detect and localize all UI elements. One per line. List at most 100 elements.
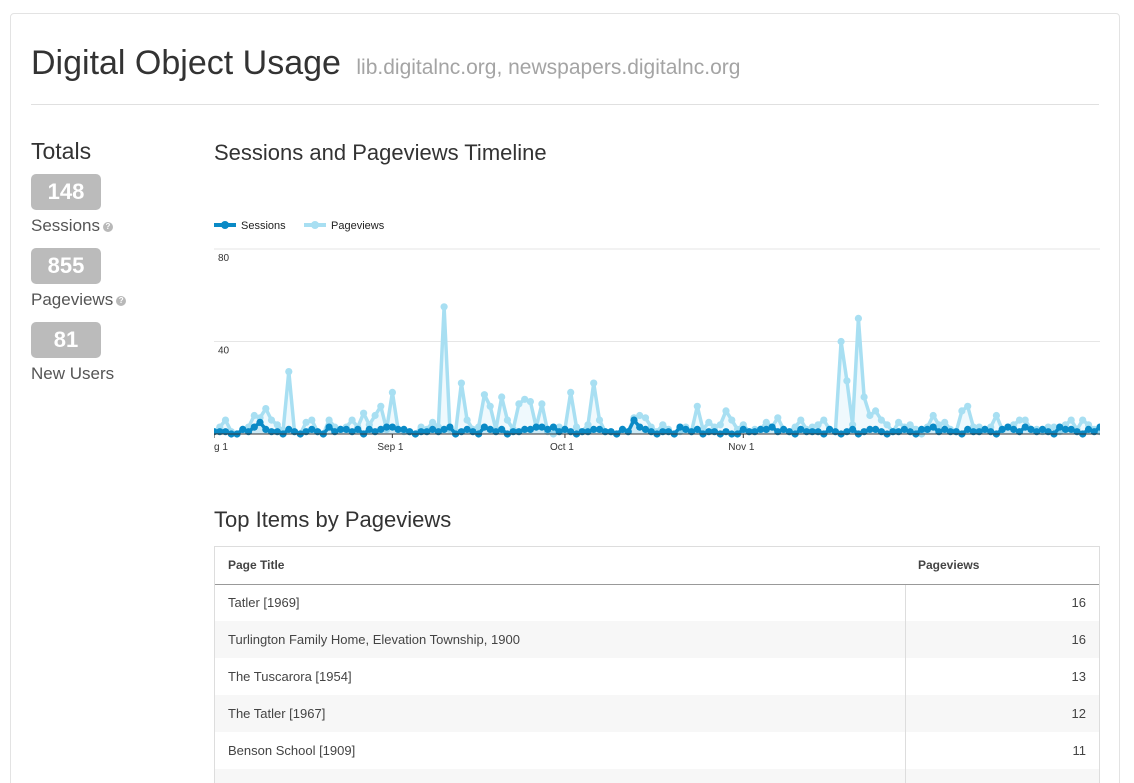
sessions-point [331,428,339,436]
pageviews-label-text: Pageviews [31,290,114,309]
pageviews-point [935,421,943,429]
pageviews-point [693,402,701,410]
sessions-point [636,423,644,431]
sessions-point [745,428,753,436]
help-icon[interactable]: ? [102,221,113,232]
sessions-point [221,428,230,436]
sessions-point [1044,428,1052,436]
sessions-point [739,425,747,433]
sessions-label-text: Sessions [31,216,100,235]
table-row[interactable]: Benson School [1909] 11 [215,732,1099,769]
sessions-point [1038,425,1047,433]
table-row[interactable]: The Tatler [1967] 12 [215,695,1099,732]
help-icon[interactable]: ? [116,295,127,306]
pageviews-point [526,398,534,406]
sessions-point [354,425,362,433]
sessions-point [785,428,793,436]
pageviews-point [837,337,845,346]
pageviews-point [221,416,230,424]
pageviews-area [214,306,1100,434]
sessions-point [774,428,782,436]
new-users-label: New Users [31,364,115,383]
table-row[interactable]: Tatler [1969] 16 [215,584,1099,621]
sessions-point [486,425,494,433]
sessions-point [1056,423,1064,431]
sessions-point [567,428,575,436]
sessions-point [337,425,345,433]
sessions-point [290,428,299,436]
table-row[interactable] [215,769,1099,783]
sessions-point [256,418,264,426]
pageviews-count-badge: 855 [31,248,101,284]
table-row[interactable]: The Tuscarora [1954] 13 [215,658,1099,695]
sessions-point [417,428,425,436]
sessions-point [624,428,632,436]
sessions-count-badge: 148 [31,174,101,210]
legend-label-pageviews: Pageviews [331,220,385,232]
sessions-point [1084,425,1093,433]
sessions-point [549,423,557,431]
sessions-point [1027,425,1035,433]
pageviews-point [590,379,598,387]
sessions-point [751,428,759,436]
sessions-point [929,423,937,431]
sessions-point [1073,428,1081,436]
sessions-point [693,425,701,433]
pageviews-point [595,416,604,424]
sessions-point [434,428,442,436]
pageviews-point [480,391,488,399]
pageviews-point [503,416,511,424]
pageviews-point [377,402,385,410]
page-header: Digital Object Usage lib.digitalnc.org, … [31,14,1099,105]
sessions-point [1033,428,1041,436]
x-tick-label: Nov 1 [728,442,755,453]
sessions-point [860,428,868,436]
sessions-point [941,425,949,433]
sessions-point [843,428,851,436]
pageviews-point [567,388,575,396]
sessions-point [302,428,310,436]
sessions-point [515,428,523,436]
pageviews-point [877,416,886,424]
sessions-point [630,416,638,424]
sessions-point [906,428,914,436]
pageviews-point [659,421,667,429]
sessions-point [480,423,488,431]
pageviews-point [360,409,368,417]
pageviews-point [929,411,937,420]
sessions-point [682,425,690,433]
sessions-point [831,428,840,436]
sessions-point [757,425,765,433]
table-row[interactable]: Turlington Family Home, Elevation Townsh… [215,621,1099,658]
sessions-point [463,425,471,433]
item-pageviews: 13 [904,658,1099,695]
sessions-point [285,425,293,433]
x-tick-label: g 1 [214,442,228,453]
pageviews-point [705,418,713,426]
sessions-point [273,428,281,436]
sessions-point [314,428,322,436]
pageviews-point [498,393,506,401]
pageviews-point [1021,416,1029,424]
sessions-point [687,428,696,436]
sessions-point [946,428,955,436]
pageviews-point [325,416,333,424]
sessions-point [365,425,373,433]
pageviews-point [486,402,494,410]
page-subtitle: lib.digitalnc.org, newspapers.digitalnc.… [356,56,741,79]
sessions-point [659,428,667,436]
pageviews-point [1067,416,1075,424]
pageviews-point [872,407,880,415]
sessions-point [814,428,822,436]
sessions-point [555,428,563,436]
legend-label-sessions: Sessions [241,220,286,232]
sessions-point [676,423,684,431]
column-header-page-title[interactable]: Page Title [215,547,905,585]
pageviews-point [883,421,891,429]
sessions-point [544,425,552,433]
column-header-pageviews[interactable]: Pageviews [905,547,1099,585]
pageviews-point [860,393,868,401]
sessions-point [1015,428,1024,436]
sessions-point [987,428,995,436]
pageviews-point [457,379,465,387]
